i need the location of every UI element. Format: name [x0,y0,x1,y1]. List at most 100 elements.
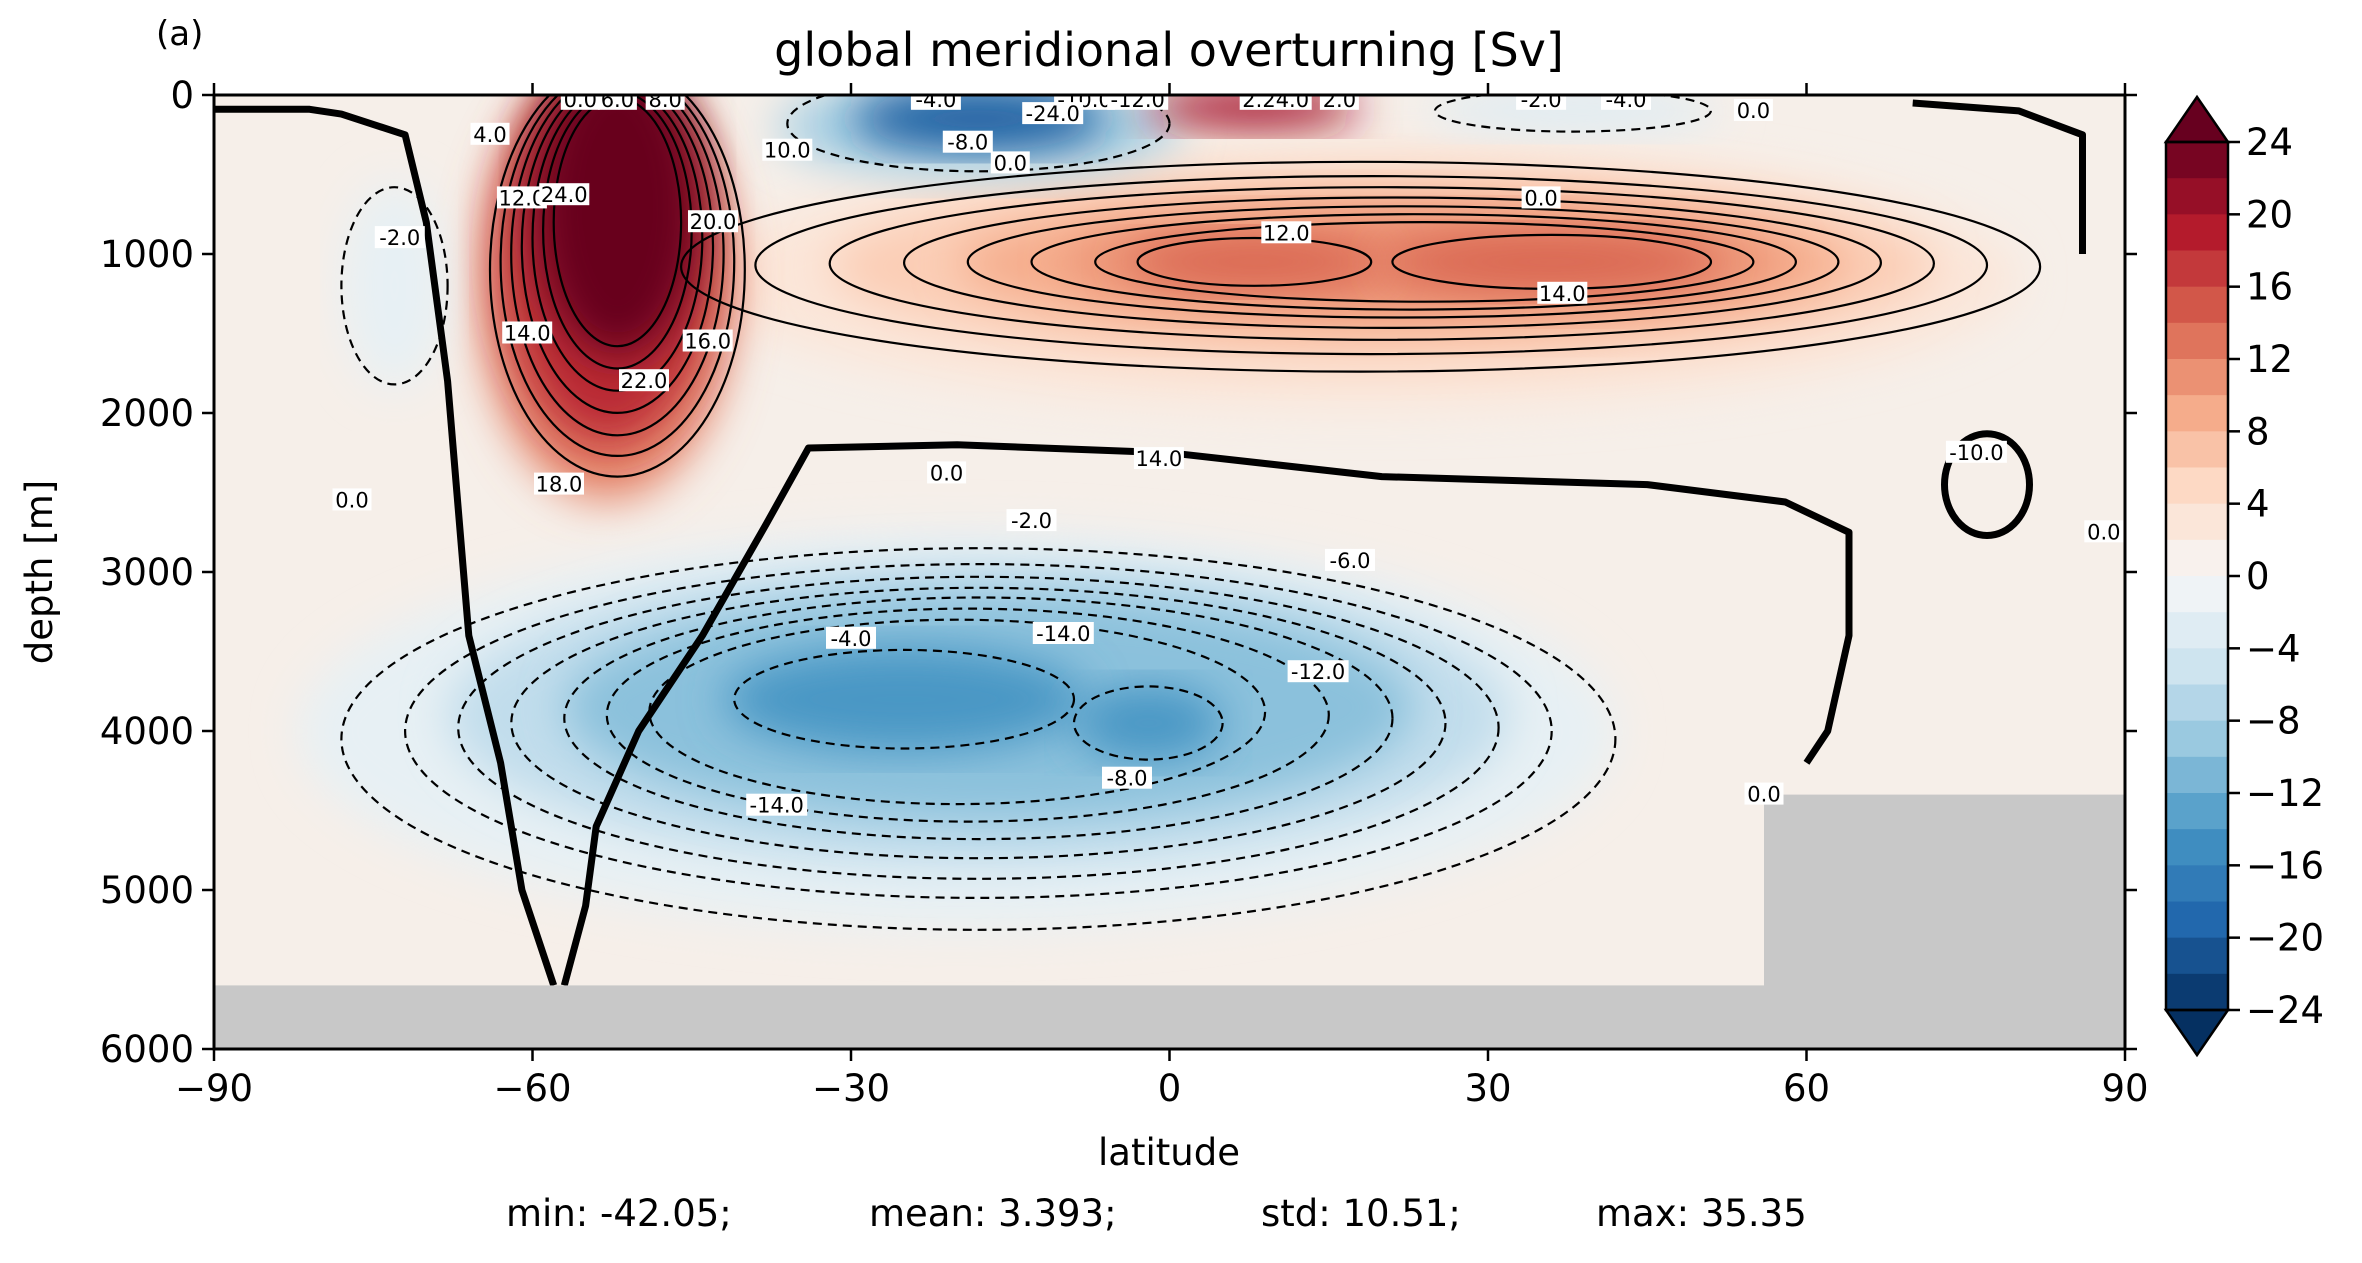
contour-label-text: 16.0 [684,330,731,354]
colorbar-tick-label: −8 [2246,700,2301,743]
colorbar-tick-label: −12 [2246,772,2324,815]
contour-label-bg [539,183,590,206]
zero-contour [1912,99,2086,254]
contour-label: 8.0 [645,95,685,112]
contour-label-bg [1521,186,1561,209]
contour-label-text: -8.0 [947,131,988,155]
contour-label-text: -12.0 [1111,88,1165,112]
contour-label-bg [2084,520,2124,543]
contour-label: 0.0 [2084,520,2124,544]
y-tick-label: 1000 [100,233,194,276]
contour-label: -4.0 [826,626,876,651]
contour-label-bg [1601,95,1651,110]
contour-label: -4.0 [910,88,961,112]
colorbar-band [2166,937,2228,975]
colorbar-extend-max [2163,94,2231,144]
colorbar-band [2166,142,2228,179]
contour-label: 0.0 [990,151,1030,175]
contour-line-dashed [648,618,1267,806]
contour-label-bg [619,369,669,392]
colorbar-tick-label: 4 [2246,483,2270,526]
y-axis: 0 1000 2000 3000 4000 5000 6000 [100,74,2137,1071]
colorbar-tick-label: 20 [2246,193,2293,236]
contour-label-text: 18.0 [536,473,583,497]
plot-area: 0.0 6.0 8.04.012.024.014.010.020.016.022.0… [214,88,2125,1049]
contour-label: 22.0 [619,369,669,393]
contour-label-text: -4.0 [915,88,956,112]
colorbar-band [2166,684,2228,722]
contour-label: 20.0 [688,210,738,234]
colorbar-band [2166,214,2228,252]
contour-label-text: 0.0 [335,488,368,512]
contour-label-bg [1516,95,1567,110]
stat-mean: mean: 3.393; [869,1192,1117,1235]
contour-label: -4.0 [1601,95,1651,112]
contour-label-bg [1325,548,1375,571]
contour-label-bg [826,626,876,649]
contour-label-bg [560,95,600,110]
y-tick-label: 3000 [100,551,194,594]
zero-contour [214,105,558,987]
x-axis: −90 −60 −30 0 30 60 90 [175,83,2149,1110]
y-tick-label: 2000 [100,392,194,435]
contour-lines [214,95,2086,987]
contour-label: 12.0 [496,186,547,210]
contour-label-bg [682,329,733,352]
contour-label: 16.0 [682,329,733,354]
contour-label-text: 20.0 [690,210,737,234]
colorbar-band [2166,431,2228,469]
colorbar-band [2166,973,2228,1011]
contour-label-bg [1261,221,1312,244]
contour-line-dashed [563,596,1394,841]
contour-labels: 0.0 6.0 8.04.012.024.014.010.020.016.022.0… [332,88,2124,818]
x-tick-label: −60 [493,1067,571,1110]
contour-label: 0.0 [332,488,372,512]
contour-label-text: 0.0 [1747,783,1780,807]
contour-label-text: 12.0 [1263,221,1310,245]
contour-label: 14.0 [1133,447,1184,471]
colorbar-band [2166,793,2228,830]
contour-line [499,95,736,457]
contour-label-text: 22.0 [621,369,668,393]
contour-label-bg [534,472,584,495]
contour-label-bg [502,321,553,344]
contour-label-bg [1744,782,1784,805]
colorbar-tick-label: 24 [2246,121,2293,164]
contour-line [966,205,1840,319]
colorbar-tick-label: 12 [2246,338,2293,381]
contour-label: 2.0 [1319,95,1359,112]
contour-label-text: 4.0 [473,123,506,147]
contour-label-text: 14.0 [1136,447,1183,471]
contour-label-text: -8.0 [1107,767,1148,791]
x-tick-label: 60 [1783,1067,1830,1110]
contour-label-text: -2.0 [379,226,420,250]
contour-line-dashed [1072,685,1224,761]
contour-label: -2.0 [1006,509,1057,533]
colorbar-tick-label: −20 [2246,917,2324,960]
contour-label-text: -24.0 [1026,102,1080,126]
field-blob [1381,231,1722,293]
colorbar-tick-label: −16 [2246,844,2324,887]
field-blob [532,95,703,358]
contour-label: -14.0 [746,793,808,818]
colorbar-tick-label: 16 [2246,266,2293,309]
contour-line [1094,220,1755,303]
x-tick-label: 0 [1158,1067,1182,1110]
contour-line-dashed [404,562,1553,899]
contour-label-bg [1006,509,1057,532]
contour-label-text: 0.0 [564,88,597,112]
contour-label: -24.0 [1022,102,1084,126]
colorbar-band [2166,359,2228,396]
y-tick-label: 5000 [100,869,194,912]
colorbar-tick-label: −24 [2246,989,2324,1032]
contour-label-text: 0.0 [930,461,963,485]
contour-label-bg [1032,622,1094,644]
zero-contour [1941,430,2033,540]
contour-label: 6.0 [597,95,637,112]
stats-row: min: -42.05; mean: 3.393; std: 10.51; ma… [0,1192,2362,1252]
colorbar-band [2166,503,2228,541]
contour-label: -12.0 [1107,88,1169,112]
contour-line [488,95,746,478]
contour-label-text: -12.0 [1291,660,1345,684]
